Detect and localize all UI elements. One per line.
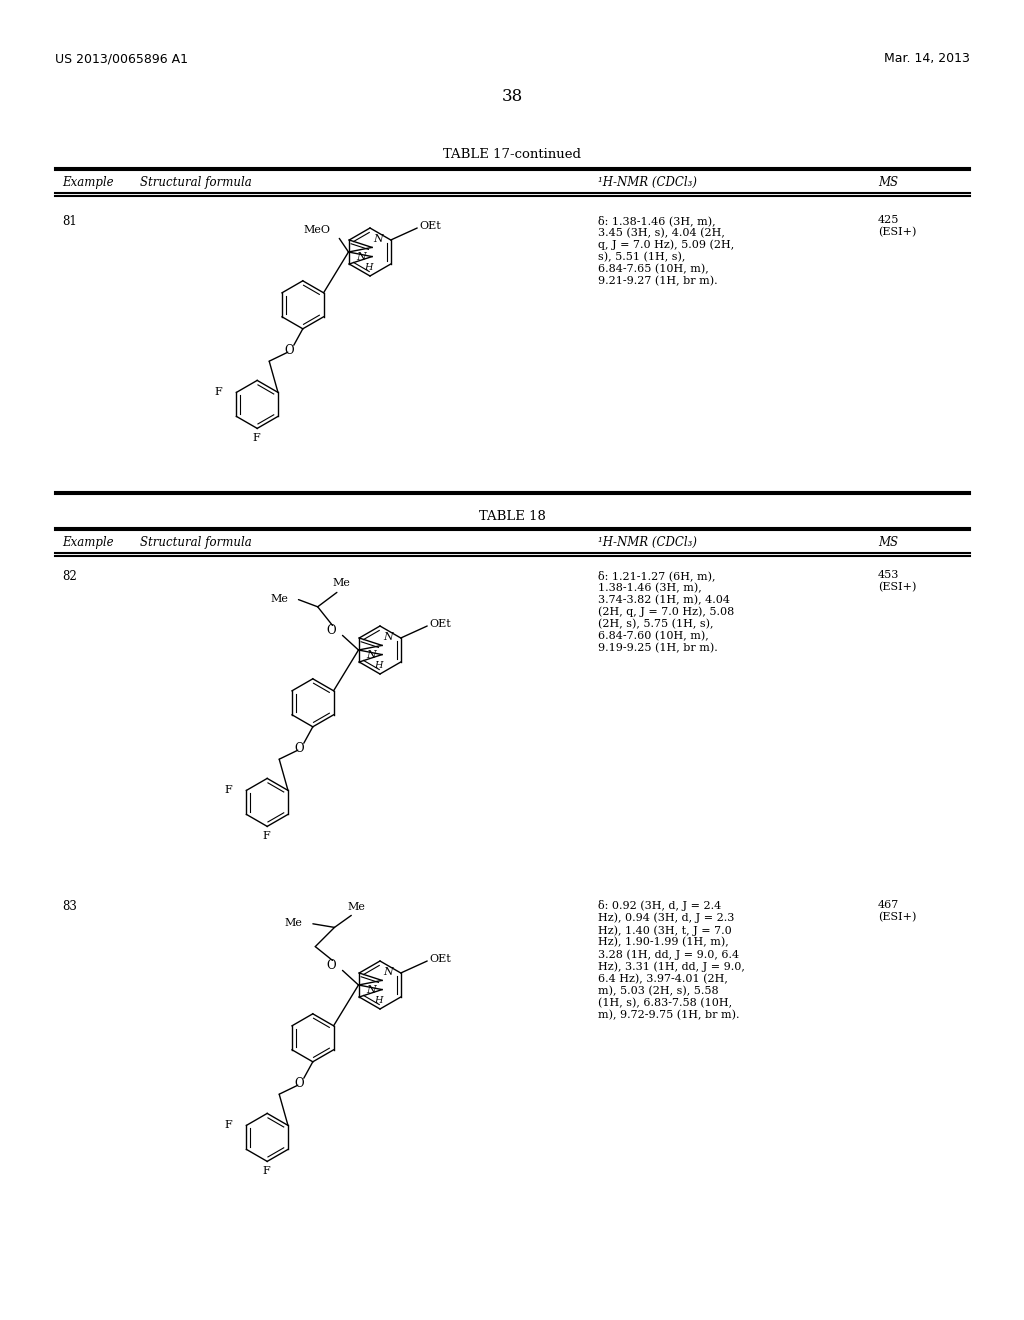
Text: Me: Me xyxy=(347,903,366,912)
Text: O: O xyxy=(285,345,295,358)
Text: N: N xyxy=(356,252,366,261)
Text: O: O xyxy=(295,742,304,755)
Text: 425
(ESI+): 425 (ESI+) xyxy=(878,215,916,238)
Text: F: F xyxy=(262,832,270,841)
Text: OEt: OEt xyxy=(429,954,451,964)
Text: Me: Me xyxy=(270,594,289,603)
Text: H: H xyxy=(374,660,383,669)
Text: N: N xyxy=(383,968,393,977)
Text: OEt: OEt xyxy=(419,220,441,231)
Text: 83: 83 xyxy=(62,900,77,913)
Text: F: F xyxy=(224,1121,232,1130)
Text: US 2013/0065896 A1: US 2013/0065896 A1 xyxy=(55,51,188,65)
Text: Structural formula: Structural formula xyxy=(140,536,252,549)
Text: Structural formula: Structural formula xyxy=(140,176,252,189)
Text: F: F xyxy=(262,1167,270,1176)
Text: δ: 1.38-1.46 (3H, m),
3.45 (3H, s), 4.04 (2H,
q, J = 7.0 Hz), 5.09 (2H,
s), 5.51: δ: 1.38-1.46 (3H, m), 3.45 (3H, s), 4.04… xyxy=(598,215,734,286)
Text: TABLE 18: TABLE 18 xyxy=(478,510,546,523)
Text: O: O xyxy=(327,624,336,638)
Text: O: O xyxy=(327,960,336,973)
Text: Me: Me xyxy=(333,578,351,589)
Text: Mar. 14, 2013: Mar. 14, 2013 xyxy=(884,51,970,65)
Text: Example: Example xyxy=(62,536,114,549)
Text: MS: MS xyxy=(878,176,898,189)
Text: 82: 82 xyxy=(62,570,77,583)
Text: Me: Me xyxy=(285,917,303,928)
Text: O: O xyxy=(295,1077,304,1090)
Text: 467
(ESI+): 467 (ESI+) xyxy=(878,900,916,921)
Text: OEt: OEt xyxy=(429,619,451,630)
Text: δ: 0.92 (3H, d, J = 2.4
Hz), 0.94 (3H, d, J = 2.3
Hz), 1.40 (3H, t, J = 7.0
Hz),: δ: 0.92 (3H, d, J = 2.4 Hz), 0.94 (3H, d… xyxy=(598,900,744,1020)
Text: δ: 1.21-1.27 (6H, m),
1.38-1.46 (3H, m),
3.74-3.82 (1H, m), 4.04
(2H, q, J = 7.0: δ: 1.21-1.27 (6H, m), 1.38-1.46 (3H, m),… xyxy=(598,570,734,653)
Text: 453
(ESI+): 453 (ESI+) xyxy=(878,570,916,591)
Text: F: F xyxy=(224,785,232,796)
Text: ¹H-NMR (CDCl₃): ¹H-NMR (CDCl₃) xyxy=(598,536,697,549)
Text: MeO: MeO xyxy=(303,226,331,235)
Text: N: N xyxy=(383,632,393,643)
Text: F: F xyxy=(252,433,260,444)
Text: ¹H-NMR (CDCl₃): ¹H-NMR (CDCl₃) xyxy=(598,176,697,189)
Text: H: H xyxy=(365,263,373,272)
Text: N: N xyxy=(373,235,383,244)
Text: 38: 38 xyxy=(502,88,522,106)
Text: N: N xyxy=(366,985,376,994)
Text: 81: 81 xyxy=(62,215,77,228)
Text: TABLE 17-continued: TABLE 17-continued xyxy=(443,148,581,161)
Text: H: H xyxy=(374,995,383,1005)
Text: Example: Example xyxy=(62,176,114,189)
Text: F: F xyxy=(214,387,222,397)
Text: MS: MS xyxy=(878,536,898,549)
Text: N: N xyxy=(366,649,376,660)
